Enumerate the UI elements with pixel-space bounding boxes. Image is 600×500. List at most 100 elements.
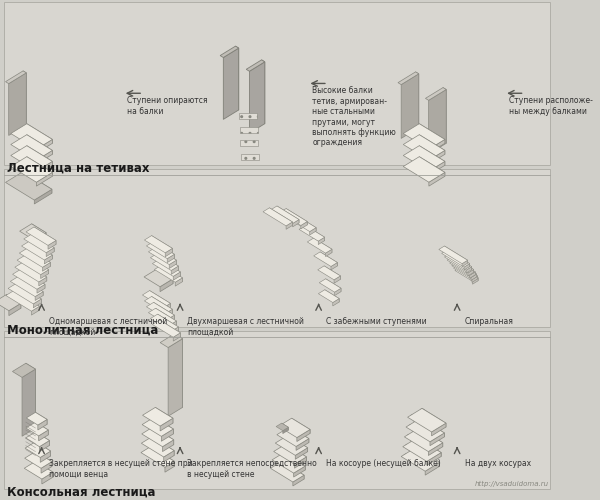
- Polygon shape: [277, 206, 299, 223]
- Polygon shape: [427, 452, 441, 466]
- Polygon shape: [419, 146, 445, 166]
- FancyBboxPatch shape: [240, 140, 258, 146]
- Polygon shape: [26, 363, 35, 428]
- Polygon shape: [163, 304, 170, 312]
- Polygon shape: [296, 438, 309, 450]
- Polygon shape: [409, 424, 414, 428]
- Polygon shape: [403, 438, 441, 462]
- Polygon shape: [401, 448, 440, 471]
- Polygon shape: [449, 260, 475, 276]
- Polygon shape: [462, 260, 467, 266]
- Polygon shape: [307, 238, 332, 253]
- Polygon shape: [442, 250, 470, 267]
- Polygon shape: [42, 472, 53, 484]
- Polygon shape: [163, 440, 174, 452]
- Polygon shape: [15, 262, 47, 282]
- Polygon shape: [161, 265, 182, 281]
- Polygon shape: [35, 292, 43, 300]
- Polygon shape: [7, 294, 21, 308]
- Polygon shape: [277, 427, 309, 446]
- Polygon shape: [46, 248, 54, 256]
- Polygon shape: [272, 453, 305, 473]
- Polygon shape: [13, 363, 35, 378]
- Polygon shape: [293, 475, 304, 486]
- FancyBboxPatch shape: [239, 126, 258, 132]
- Polygon shape: [325, 290, 339, 302]
- Polygon shape: [148, 248, 176, 264]
- Polygon shape: [334, 276, 340, 283]
- Polygon shape: [464, 264, 470, 270]
- Polygon shape: [26, 227, 56, 246]
- Polygon shape: [8, 284, 41, 304]
- Polygon shape: [157, 269, 173, 283]
- Polygon shape: [422, 420, 424, 426]
- Polygon shape: [34, 232, 46, 245]
- Polygon shape: [459, 264, 478, 279]
- Polygon shape: [35, 422, 48, 435]
- Polygon shape: [32, 234, 54, 252]
- Polygon shape: [450, 254, 472, 270]
- Polygon shape: [410, 414, 415, 418]
- Polygon shape: [48, 240, 56, 250]
- Polygon shape: [142, 290, 170, 308]
- Polygon shape: [37, 284, 45, 293]
- Polygon shape: [37, 172, 52, 186]
- Polygon shape: [404, 428, 443, 452]
- Polygon shape: [10, 276, 43, 296]
- Polygon shape: [142, 427, 174, 446]
- Polygon shape: [419, 418, 424, 422]
- Polygon shape: [406, 444, 410, 447]
- Polygon shape: [154, 242, 175, 258]
- Polygon shape: [407, 434, 412, 438]
- Polygon shape: [419, 134, 445, 154]
- Polygon shape: [223, 48, 239, 120]
- Polygon shape: [416, 72, 419, 128]
- Polygon shape: [175, 334, 182, 407]
- Polygon shape: [290, 427, 309, 442]
- Text: На двух косурах: На двух косурах: [464, 460, 530, 468]
- Text: Консольная лестница: Консольная лестница: [7, 486, 156, 499]
- Polygon shape: [431, 423, 446, 436]
- Polygon shape: [290, 216, 316, 232]
- Polygon shape: [11, 146, 52, 171]
- Polygon shape: [466, 266, 472, 273]
- Text: Двухмаршевая с лестничной
площадкой: Двухмаршевая с лестничной площадкой: [187, 317, 304, 336]
- Polygon shape: [8, 73, 26, 136]
- Polygon shape: [409, 434, 412, 440]
- Polygon shape: [17, 255, 49, 274]
- Text: С забежными ступенями: С забежными ступенями: [326, 317, 427, 326]
- Polygon shape: [24, 234, 54, 252]
- Polygon shape: [286, 222, 292, 230]
- Polygon shape: [22, 369, 35, 436]
- Polygon shape: [269, 208, 292, 226]
- Polygon shape: [19, 276, 43, 295]
- Polygon shape: [143, 408, 173, 426]
- Polygon shape: [25, 452, 52, 468]
- Polygon shape: [9, 304, 21, 316]
- Polygon shape: [326, 279, 341, 291]
- Polygon shape: [473, 278, 478, 284]
- Polygon shape: [292, 418, 310, 434]
- Text: Закрепляется в несущей стене при
помощи венца: Закрепляется в несущей стене при помощи …: [49, 460, 193, 479]
- Polygon shape: [14, 290, 40, 310]
- Polygon shape: [281, 462, 304, 479]
- Polygon shape: [263, 208, 292, 226]
- Polygon shape: [19, 248, 50, 268]
- Polygon shape: [40, 451, 50, 462]
- Polygon shape: [409, 446, 410, 451]
- Polygon shape: [407, 444, 410, 450]
- Polygon shape: [169, 260, 176, 268]
- Polygon shape: [401, 74, 419, 138]
- Polygon shape: [142, 417, 173, 436]
- Polygon shape: [35, 442, 50, 456]
- Polygon shape: [151, 314, 178, 332]
- Polygon shape: [32, 224, 46, 237]
- Polygon shape: [404, 454, 409, 457]
- Polygon shape: [296, 216, 316, 231]
- Text: Ступени расположе-
ны между балками: Ступени расположе- ны между балками: [509, 96, 593, 116]
- Polygon shape: [430, 433, 445, 446]
- Polygon shape: [20, 270, 45, 288]
- Polygon shape: [455, 260, 475, 275]
- Polygon shape: [293, 466, 305, 477]
- Polygon shape: [439, 246, 467, 264]
